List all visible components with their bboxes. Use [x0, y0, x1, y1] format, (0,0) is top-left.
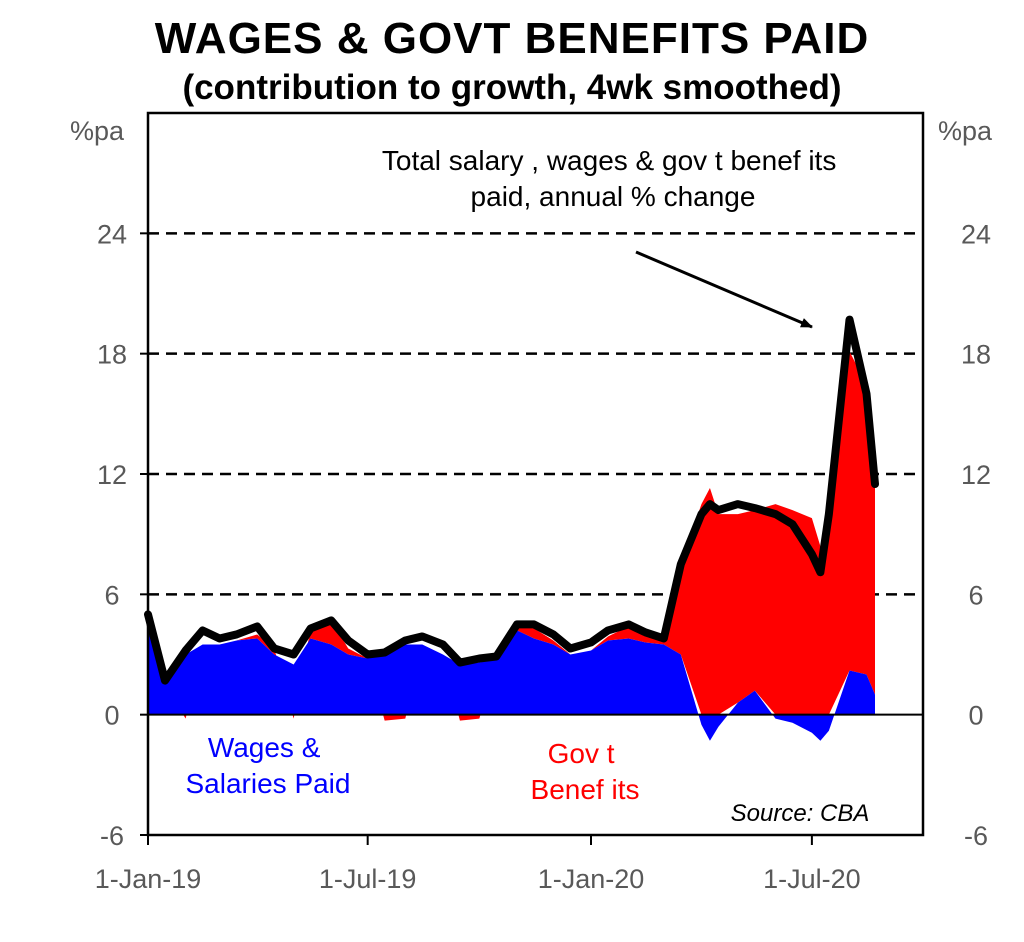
total-line: [144, 315, 879, 685]
y-tick-left: 18: [97, 340, 127, 370]
y-tick-right: -6: [964, 821, 988, 851]
govt-benefits-label: Gov t Benef its: [531, 738, 640, 805]
stacked-areas: [148, 351, 875, 741]
gridlines: [148, 232, 923, 596]
svg-text:Total salary , wages & gov t b: Total salary , wages & gov t benef its p…: [382, 145, 844, 212]
y-tick-right: 24: [961, 219, 991, 249]
y-tick-left: 12: [97, 460, 127, 490]
y-unit-left: %pa: [70, 116, 125, 146]
y-unit-right: %pa: [938, 116, 993, 146]
source-note: Source: CBA: [731, 800, 870, 827]
y-tick-right: 12: [961, 460, 991, 490]
y-tick-right: 18: [961, 340, 991, 370]
y-tick-left: 6: [104, 580, 119, 610]
total-annotation: Total salary , wages & gov t benef its p…: [382, 145, 844, 329]
chart-subtitle: (contribution to growth, 4wk smoothed): [182, 68, 842, 107]
wages-label: Wages & Salaries Paid: [186, 732, 351, 799]
x-tick-label: 1-Jan-19: [95, 864, 202, 894]
y-tick-left: 0: [104, 701, 119, 731]
annotation-arrow: [635, 250, 813, 329]
axis-ticks: -6 -6 0 0 6 6 12 12 18 18 24 24 1-Jan-19 1-Jul-19 1-Ja…: [95, 219, 991, 894]
govt-benefits-area: [148, 351, 875, 721]
chart-title: WAGES & GOVT BENEFITS PAID: [154, 14, 870, 63]
total-annotation-line-1: Total salary , wages & gov t benef its: [382, 145, 836, 176]
total-annotation-line-2: paid, annual % change: [471, 181, 756, 212]
x-tick-label: 1-Jul-19: [319, 864, 417, 894]
total-line-layer: [144, 315, 879, 685]
y-tick-right: 0: [968, 701, 983, 731]
x-tick-label: 1-Jan-20: [538, 864, 645, 894]
y-tick-left: 24: [97, 219, 127, 249]
wages-area: [148, 624, 875, 741]
y-tick-right: 6: [968, 580, 983, 610]
x-tick-label: 1-Jul-20: [763, 864, 861, 894]
y-tick-left: -6: [100, 821, 124, 851]
